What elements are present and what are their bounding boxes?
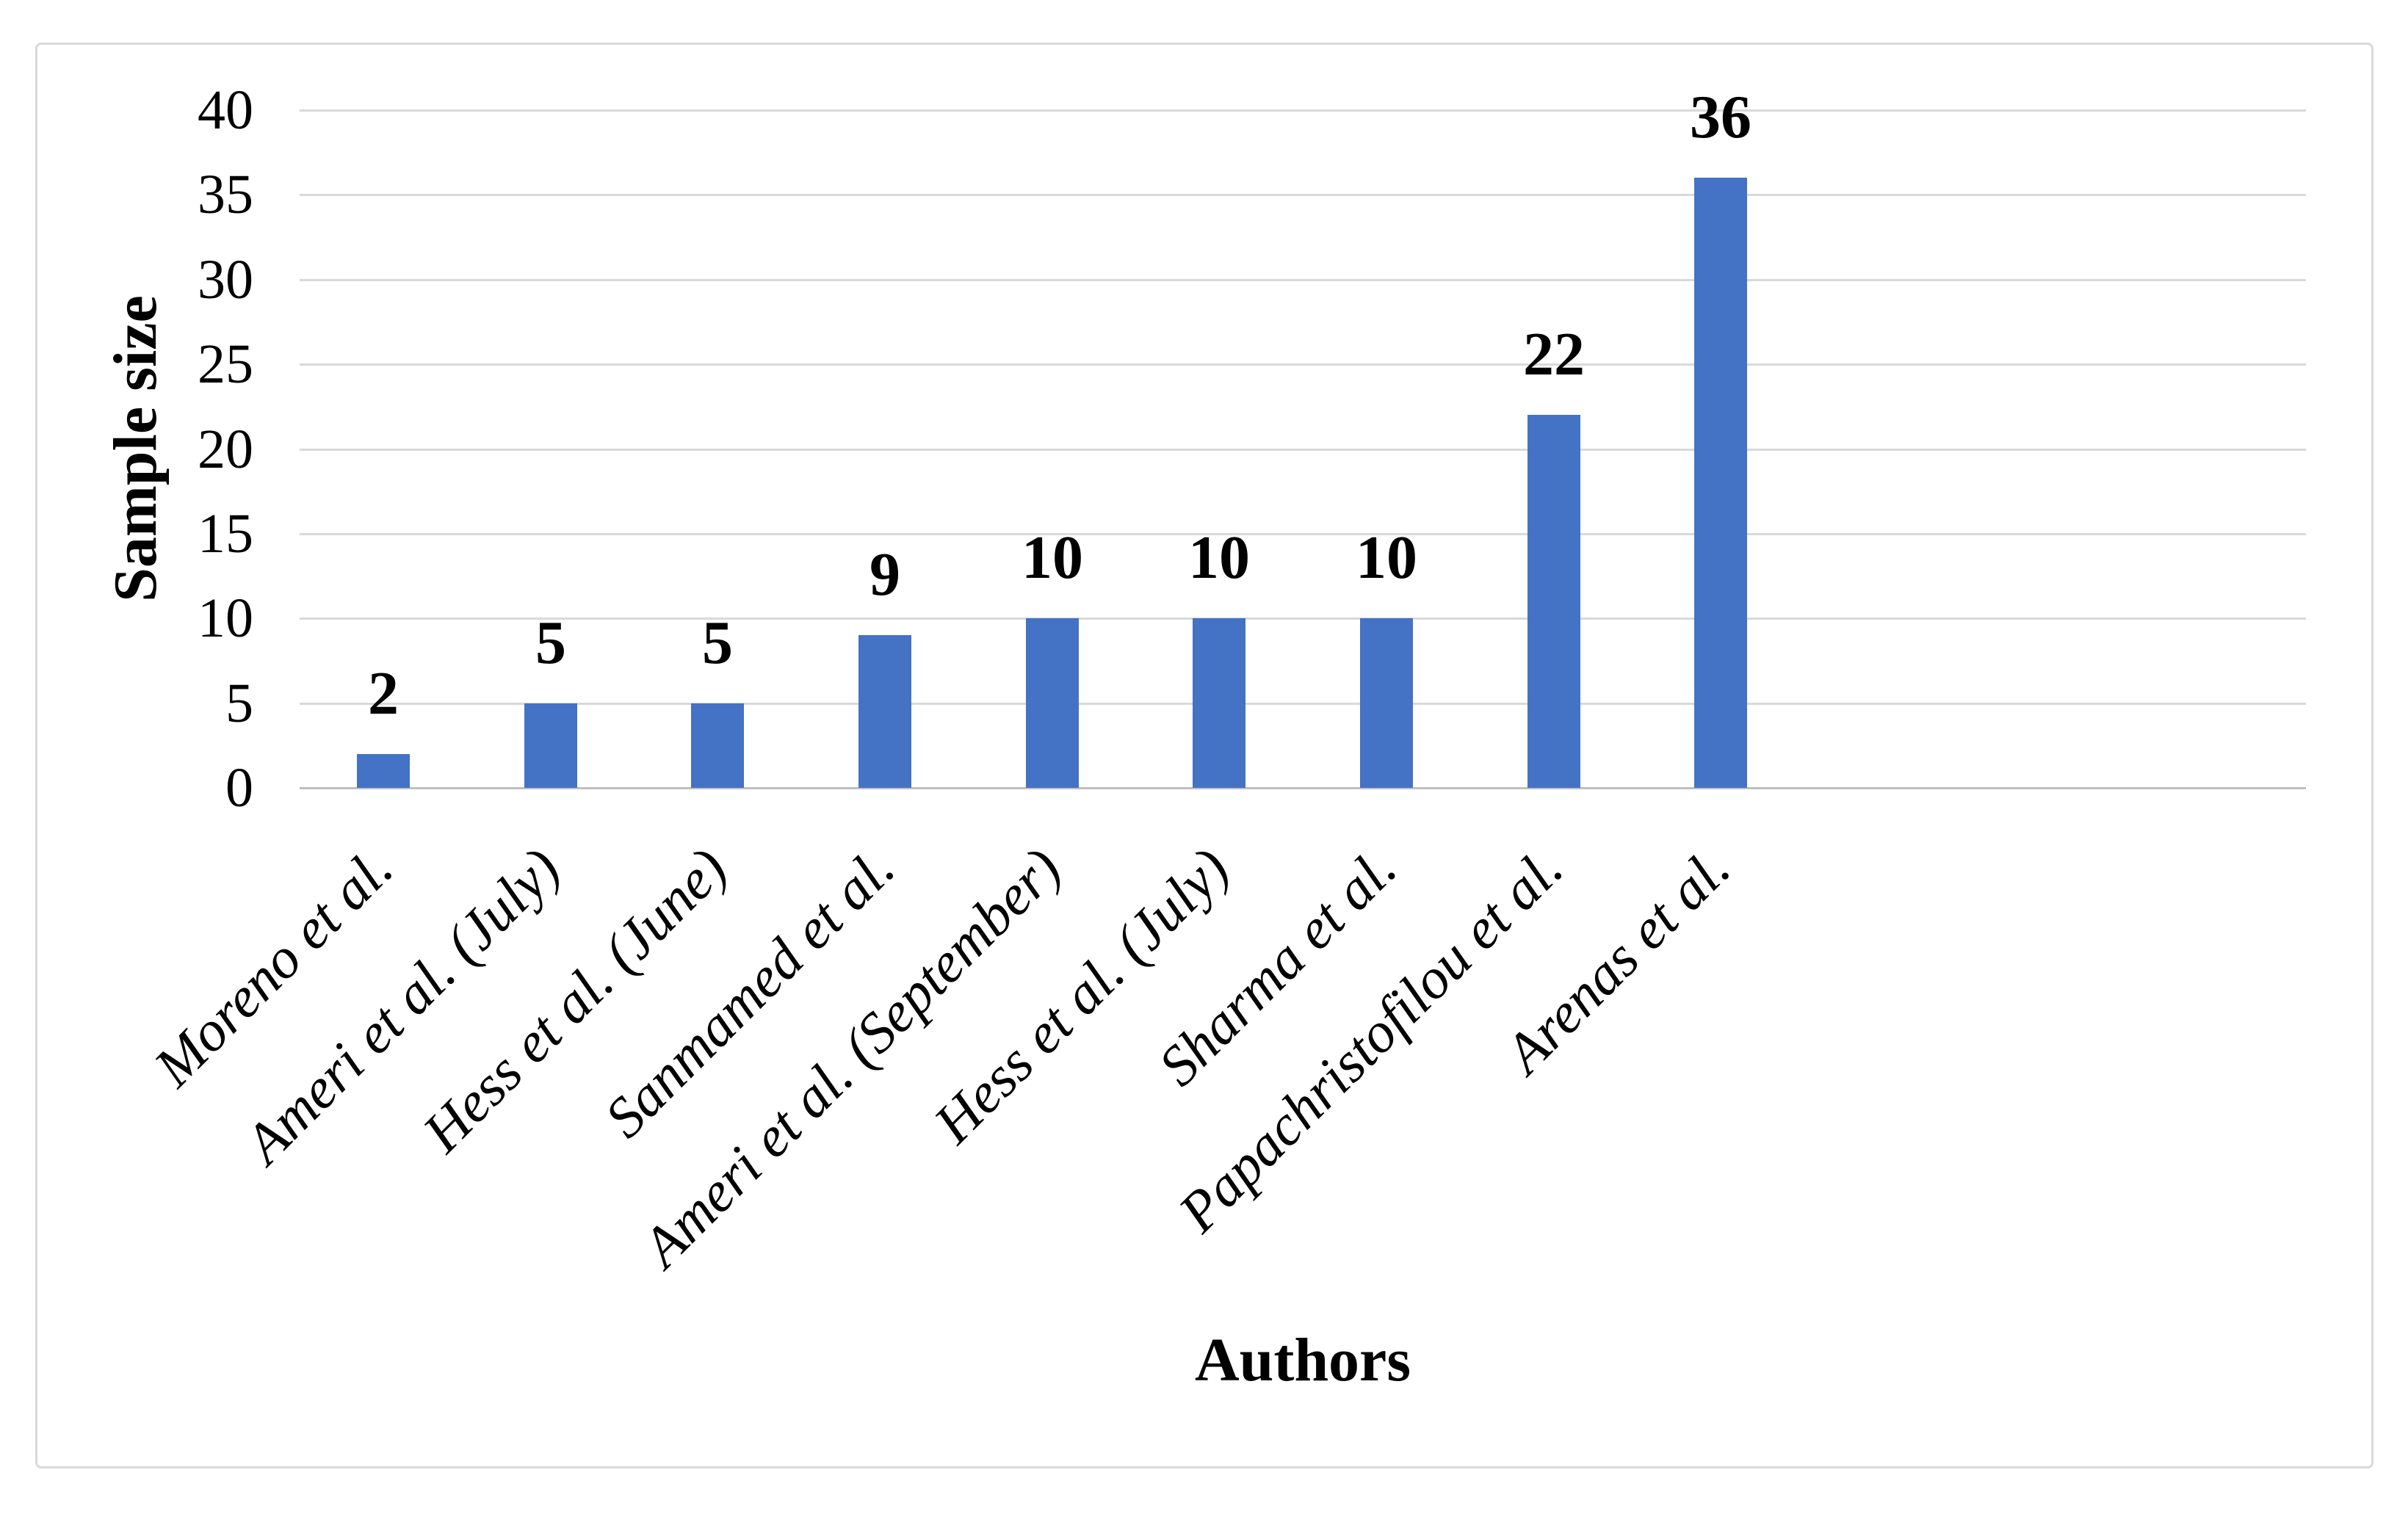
x-axis-line (300, 787, 2306, 789)
bar-value-label: 2 (368, 659, 399, 728)
bar (1026, 618, 1079, 788)
bar-value-label: 5 (702, 609, 733, 677)
bar-value-label: 10 (1356, 524, 1417, 592)
gridline (300, 278, 2306, 281)
bar-value-label: 10 (1022, 524, 1083, 592)
y-tick-label: 15 (198, 502, 253, 565)
y-tick-label: 20 (198, 418, 253, 480)
bar (524, 703, 577, 788)
bar (1193, 618, 1245, 788)
y-tick-label: 10 (198, 587, 253, 650)
gridline (300, 702, 2306, 705)
x-axis-title: Authors (1194, 1326, 1411, 1394)
y-tick-label: 25 (198, 333, 253, 396)
y-tick-label: 5 (225, 672, 253, 734)
bar (1360, 618, 1413, 788)
gridline (300, 194, 2306, 197)
bar-value-label: 36 (1690, 83, 1751, 151)
bar (1694, 178, 1747, 788)
gridline (300, 617, 2306, 620)
bar-value-label: 22 (1523, 320, 1585, 388)
bar-value-label: 9 (869, 540, 900, 609)
y-tick-label: 30 (198, 248, 253, 311)
bar-value-label: 5 (535, 609, 566, 677)
gridline (300, 109, 2306, 112)
gridline (300, 363, 2306, 366)
bar-value-label: 10 (1188, 524, 1250, 592)
y-tick-label: 40 (198, 79, 253, 141)
bar (1527, 415, 1580, 788)
gridline (300, 532, 2306, 535)
gridline (300, 448, 2306, 451)
bar (858, 635, 911, 788)
bar (357, 754, 410, 788)
bar (691, 703, 744, 788)
y-tick-label: 0 (225, 757, 253, 819)
y-tick-label: 35 (198, 164, 253, 226)
